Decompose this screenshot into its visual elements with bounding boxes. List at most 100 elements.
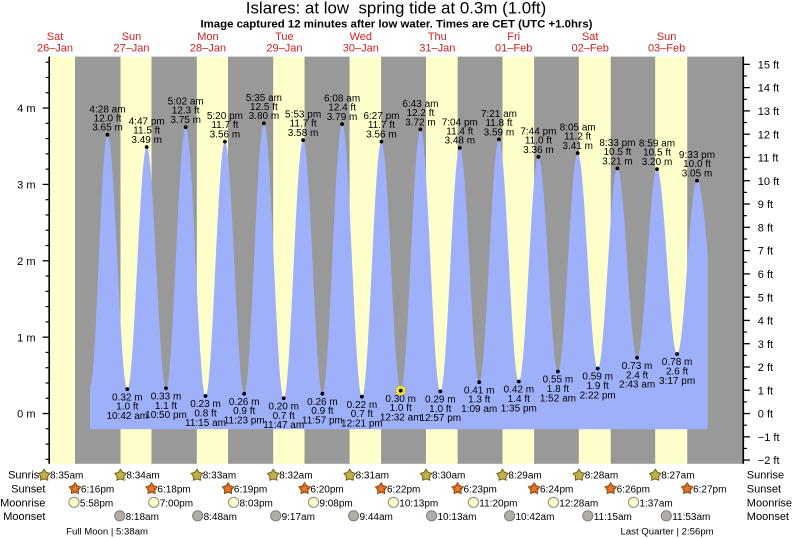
svg-text:13 ft: 13 ft xyxy=(758,106,779,118)
svg-text:11.7 ft: 11.7 ft xyxy=(368,120,395,131)
svg-text:0.78 m: 0.78 m xyxy=(662,357,693,368)
svg-text:6:27 pm: 6:27 pm xyxy=(363,111,399,122)
svg-text:4 ft: 4 ft xyxy=(758,316,773,328)
svg-text:12.2 ft: 12.2 ft xyxy=(406,108,434,119)
svg-text:11:15 am: 11:15 am xyxy=(185,418,226,429)
svg-text:11.0 ft: 11.0 ft xyxy=(525,136,552,147)
svg-text:Last Quarter | 2:56pm: Last Quarter | 2:56pm xyxy=(621,526,714,537)
svg-text:8:48am: 8:48am xyxy=(204,512,237,523)
svg-text:8:33 pm: 8:33 pm xyxy=(599,138,635,149)
svg-text:0.32 m: 0.32 m xyxy=(112,392,143,403)
svg-text:3.48 m: 3.48 m xyxy=(445,136,476,147)
svg-text:11:53am: 11:53am xyxy=(672,512,710,523)
svg-text:3.59 m: 3.59 m xyxy=(484,127,515,138)
svg-text:1.9 ft: 1.9 ft xyxy=(587,381,609,392)
svg-text:6:43 am: 6:43 am xyxy=(402,99,438,110)
svg-text:11.8 ft: 11.8 ft xyxy=(485,118,512,129)
svg-text:3.75 m: 3.75 m xyxy=(170,115,201,126)
svg-text:Fri: Fri xyxy=(507,31,520,43)
svg-text:12 ft: 12 ft xyxy=(758,129,779,141)
svg-text:4:47 pm: 4:47 pm xyxy=(129,117,165,128)
svg-text:8:32am: 8:32am xyxy=(279,471,312,482)
svg-text:Sat: Sat xyxy=(47,31,64,43)
svg-text:2.4 ft: 2.4 ft xyxy=(626,370,648,381)
svg-text:29–Jan: 29–Jan xyxy=(266,43,302,55)
svg-text:11:20pm: 11:20pm xyxy=(479,499,517,510)
svg-text:8:28am: 8:28am xyxy=(585,471,618,482)
svg-text:11 ft: 11 ft xyxy=(758,153,779,165)
svg-text:6:19pm: 6:19pm xyxy=(234,485,267,496)
svg-text:10.0 ft: 10.0 ft xyxy=(683,159,711,170)
svg-text:12.3 ft: 12.3 ft xyxy=(172,106,200,117)
svg-text:3.20 m: 3.20 m xyxy=(642,157,673,168)
svg-text:8:59 am: 8:59 am xyxy=(639,139,675,150)
svg-text:Full Moon | 5:38am: Full Moon | 5:38am xyxy=(66,526,148,537)
svg-text:28–Jan: 28–Jan xyxy=(190,43,226,55)
svg-text:10.5 ft: 10.5 ft xyxy=(643,148,671,159)
svg-text:9:08pm: 9:08pm xyxy=(319,499,352,510)
svg-text:1:09 am: 1:09 am xyxy=(461,404,497,415)
svg-text:01–Feb: 01–Feb xyxy=(495,43,532,55)
svg-text:6:08 am: 6:08 am xyxy=(324,94,360,105)
svg-text:6:20pm: 6:20pm xyxy=(310,485,343,496)
svg-text:3.79 m: 3.79 m xyxy=(327,112,358,123)
svg-text:Moonrise: Moonrise xyxy=(747,498,792,510)
svg-text:8:05 am: 8:05 am xyxy=(560,123,596,134)
svg-text:−2 ft: −2 ft xyxy=(758,455,780,467)
svg-text:11.2 ft: 11.2 ft xyxy=(564,132,591,143)
svg-text:Mon: Mon xyxy=(197,31,218,43)
svg-text:30–Jan: 30–Jan xyxy=(343,43,379,55)
svg-text:0.33 m: 0.33 m xyxy=(151,392,182,403)
svg-text:5:53 pm: 5:53 pm xyxy=(285,110,321,121)
svg-text:0.20 m: 0.20 m xyxy=(268,402,299,413)
svg-text:8:27am: 8:27am xyxy=(661,471,694,482)
svg-text:0.59 m: 0.59 m xyxy=(582,372,613,383)
svg-text:12:21 pm: 12:21 pm xyxy=(341,419,383,430)
svg-text:1.3 ft: 1.3 ft xyxy=(468,395,490,406)
svg-text:11.4 ft: 11.4 ft xyxy=(446,126,473,137)
svg-text:7:21 am: 7:21 am xyxy=(481,109,517,120)
svg-text:2:43 am: 2:43 am xyxy=(619,380,655,391)
svg-text:27–Jan: 27–Jan xyxy=(113,43,149,55)
svg-text:0.55 m: 0.55 m xyxy=(543,375,574,386)
svg-text:3.41 m: 3.41 m xyxy=(562,141,593,152)
svg-text:1:37am: 1:37am xyxy=(639,499,672,510)
svg-text:Sunset: Sunset xyxy=(747,484,781,496)
svg-text:2 ft: 2 ft xyxy=(758,362,773,374)
svg-text:0.7 ft: 0.7 ft xyxy=(351,409,373,420)
svg-text:0.7 ft: 0.7 ft xyxy=(273,411,295,422)
svg-text:Islares: at low spring tide a: Islares: at low spring tide at 0.3m (1.0… xyxy=(246,0,546,18)
svg-text:8:30am: 8:30am xyxy=(432,471,465,482)
svg-text:2:22 pm: 2:22 pm xyxy=(580,390,616,401)
svg-text:6 ft: 6 ft xyxy=(758,269,773,281)
svg-text:Image captured 12 minutes afte: Image captured 12 minutes after low wate… xyxy=(201,19,593,31)
svg-text:11:57 pm: 11:57 pm xyxy=(302,416,343,427)
svg-text:3 ft: 3 ft xyxy=(758,339,773,351)
svg-text:8 ft: 8 ft xyxy=(758,222,773,234)
svg-text:Wed: Wed xyxy=(350,31,372,43)
svg-text:10:50 pm: 10:50 pm xyxy=(145,410,187,421)
svg-text:Sun: Sun xyxy=(122,31,142,43)
svg-text:6:18pm: 6:18pm xyxy=(157,485,190,496)
svg-text:10:13am: 10:13am xyxy=(438,512,477,523)
svg-text:11.5 ft: 11.5 ft xyxy=(133,126,160,137)
svg-text:6:23pm: 6:23pm xyxy=(464,485,497,496)
svg-text:12:57 pm: 12:57 pm xyxy=(419,413,461,424)
svg-text:3.49 m: 3.49 m xyxy=(131,135,162,146)
svg-text:6:22pm: 6:22pm xyxy=(387,485,420,496)
svg-text:0.73 m: 0.73 m xyxy=(622,361,653,372)
svg-text:1.8 ft: 1.8 ft xyxy=(547,384,569,395)
svg-text:8:31am: 8:31am xyxy=(356,471,389,482)
svg-text:03–Feb: 03–Feb xyxy=(648,43,685,55)
svg-text:10:42 am: 10:42 am xyxy=(106,411,148,422)
svg-text:6:27pm: 6:27pm xyxy=(693,485,726,496)
svg-text:Thu: Thu xyxy=(428,31,447,43)
svg-text:8:29am: 8:29am xyxy=(508,471,541,482)
svg-text:1.0 ft: 1.0 ft xyxy=(390,403,412,414)
svg-text:31–Jan: 31–Jan xyxy=(419,43,455,55)
svg-text:1 ft: 1 ft xyxy=(758,385,773,397)
svg-text:1.0 ft: 1.0 ft xyxy=(116,402,138,413)
svg-text:9:33 pm: 9:33 pm xyxy=(679,150,715,161)
svg-text:12:32 am: 12:32 am xyxy=(380,412,422,423)
svg-text:Sat: Sat xyxy=(582,31,599,43)
